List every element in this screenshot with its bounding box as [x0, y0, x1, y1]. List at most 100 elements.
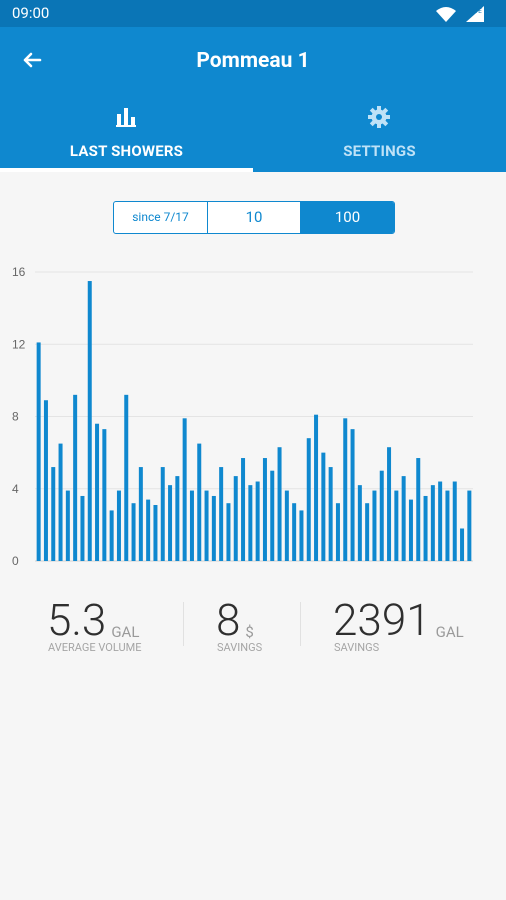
stat-value: 5.3	[47, 594, 107, 646]
chart-bar[interactable]	[357, 485, 362, 561]
status-bar: 09:00 LTE	[0, 0, 506, 27]
chart-bar[interactable]	[467, 490, 472, 561]
chart-bar[interactable]	[36, 342, 41, 561]
chart-bar[interactable]	[153, 505, 158, 561]
chart-bar[interactable]	[197, 443, 202, 561]
chart-bar[interactable]	[233, 476, 238, 561]
chart-bar[interactable]	[438, 481, 443, 561]
chart-bar[interactable]	[211, 495, 216, 561]
chart-bar[interactable]	[335, 503, 340, 561]
shower-volume-chart: 0 4 8 12 16	[12, 265, 473, 568]
y-tick-label: 4	[12, 482, 19, 496]
chart-bar[interactable]	[416, 458, 421, 561]
chart-bar[interactable]	[175, 476, 180, 561]
svg-text:LTE: LTE	[472, 8, 482, 15]
chart-bar[interactable]	[299, 510, 304, 561]
stat-average-volume: 5.3 GAL AVERAGE VOLUME	[47, 594, 141, 654]
stat-caption: SAVINGS	[334, 641, 380, 654]
chart-bar[interactable]	[219, 467, 224, 561]
range-option-100[interactable]: 100	[301, 202, 394, 233]
chart-bar[interactable]	[138, 467, 143, 561]
status-icons: LTE	[432, 4, 492, 24]
tab-label: LAST SHOWERS	[69, 142, 184, 160]
stat-unit: GAL	[435, 623, 464, 641]
chart-bar[interactable]	[65, 490, 70, 561]
stat-unit: GAL	[111, 623, 140, 641]
chart-bar[interactable]	[248, 485, 253, 561]
chart-bar[interactable]	[387, 447, 392, 561]
chart-bar[interactable]	[262, 458, 267, 561]
chart-bar[interactable]	[445, 490, 450, 561]
y-tick-label: 0	[12, 554, 19, 568]
y-tick-label: 16	[12, 265, 26, 279]
chart-bar[interactable]	[284, 490, 289, 561]
status-time: 09:00	[12, 4, 50, 22]
chart-bar[interactable]	[146, 499, 151, 561]
tab-indicator	[0, 168, 253, 172]
chart-bar[interactable]	[321, 452, 326, 562]
chart-bar[interactable]	[408, 499, 413, 561]
chart-bar[interactable]	[226, 503, 231, 561]
stat-value: 8	[216, 594, 241, 646]
chart-bar[interactable]	[452, 481, 457, 561]
chart-bar[interactable]	[460, 528, 465, 561]
chart-bar[interactable]	[343, 418, 348, 561]
chart-bar[interactable]	[58, 443, 63, 561]
chart-bar[interactable]	[401, 476, 406, 561]
stat-divider	[183, 602, 184, 646]
chart-bar[interactable]	[365, 503, 370, 561]
chart-bar[interactable]	[328, 467, 333, 561]
chart-bar[interactable]	[95, 423, 100, 561]
range-selector: since 7/17 10 100	[113, 201, 395, 234]
chart-bar[interactable]	[350, 429, 355, 561]
bar-chart-icon	[113, 104, 139, 130]
tab-last-showers[interactable]: LAST SHOWERS	[0, 102, 253, 172]
chart-bar[interactable]	[292, 503, 297, 561]
chart-bar[interactable]	[277, 447, 282, 561]
range-option-since[interactable]: since 7/17	[114, 202, 208, 233]
stat-unit: $	[245, 623, 254, 641]
chart-bar[interactable]	[423, 495, 428, 561]
chart-bar[interactable]	[109, 510, 114, 561]
page-title: Pommeau 1	[196, 49, 310, 73]
chart-bar[interactable]	[430, 485, 435, 561]
stat-divider	[300, 602, 301, 646]
tab-label: SETTINGS	[343, 142, 416, 160]
chart-bar[interactable]	[43, 400, 48, 561]
chart-bar[interactable]	[73, 394, 78, 561]
chart-bar[interactable]	[379, 470, 384, 561]
chart-bar[interactable]	[204, 490, 209, 561]
stat-savings-dollars: 8 $ SAVINGS	[216, 594, 262, 654]
wifi-icon	[436, 7, 456, 22]
stat-caption: SAVINGS	[217, 641, 263, 654]
chart-bar[interactable]	[116, 490, 121, 561]
chart-bar[interactable]	[270, 470, 275, 561]
chart-bar[interactable]	[102, 429, 107, 561]
chart-bar[interactable]	[189, 490, 194, 561]
chart-bar[interactable]	[182, 418, 187, 561]
chart-bar[interactable]	[314, 414, 319, 561]
gear-icon	[366, 104, 392, 130]
chart-bar[interactable]	[255, 481, 260, 561]
stat-savings-gallons: 2391 GAL SAVINGS	[333, 594, 464, 654]
chart-bar[interactable]	[372, 490, 377, 561]
app-bar: Pommeau 1 LAST SHOWERS	[0, 27, 506, 172]
chart-bar[interactable]	[394, 490, 399, 561]
chart-bar[interactable]	[80, 495, 85, 561]
stat-value: 2391	[333, 594, 431, 646]
tab-settings[interactable]: SETTINGS	[253, 102, 506, 172]
chart-bar[interactable]	[51, 467, 56, 561]
back-button[interactable]	[18, 45, 48, 75]
chart-bar[interactable]	[160, 467, 165, 561]
signal-icon: LTE	[466, 6, 484, 22]
stat-caption: AVERAGE VOLUME	[48, 641, 142, 654]
chart-bar[interactable]	[124, 394, 129, 561]
chart-bar[interactable]	[87, 281, 92, 561]
chart-bar[interactable]	[241, 458, 246, 561]
range-option-10[interactable]: 10	[208, 202, 301, 233]
y-tick-label: 12	[12, 337, 26, 351]
chart-bar[interactable]	[131, 503, 136, 561]
chart-bar[interactable]	[306, 438, 311, 561]
arrow-back-icon	[23, 52, 42, 68]
chart-bar[interactable]	[168, 485, 173, 561]
